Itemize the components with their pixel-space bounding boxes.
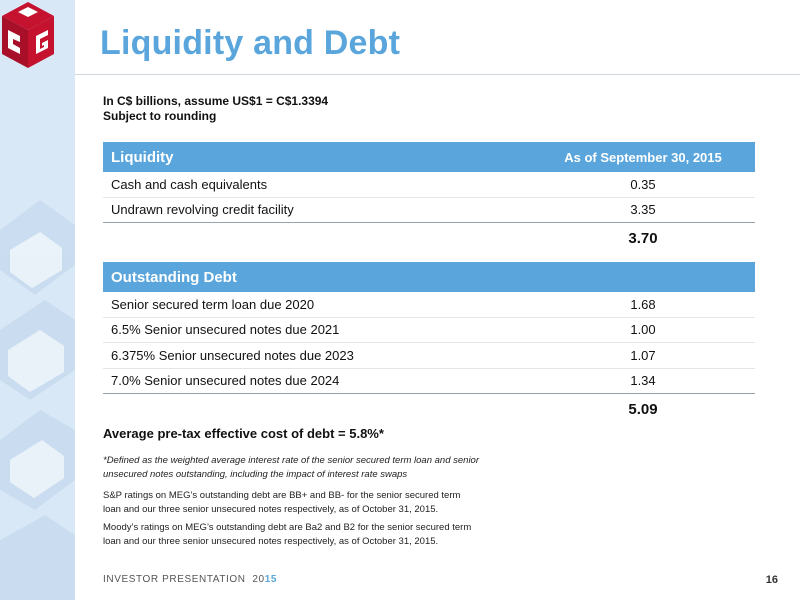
footer-label: INVESTOR PRESENTATION 2015 (103, 574, 277, 585)
debt-table: Outstanding Debt Senior secured term loa… (103, 262, 755, 424)
table-row: Undrawn revolving credit facility 3.35 (103, 198, 755, 223)
units-note: In C$ billions, assume US$1 = C$1.3394 S… (103, 94, 328, 124)
row-value: 1.00 (630, 322, 656, 338)
row-label: Cash and cash equivalents (111, 176, 268, 192)
liquidity-table: Liquidity As of September 30, 2015 Cash … (103, 142, 755, 253)
table-row: Cash and cash equivalents 0.35 (103, 172, 755, 198)
table-row: Senior secured term loan due 2020 1.68 (103, 292, 755, 318)
liquidity-header-label: Liquidity (111, 148, 174, 166)
footer-title: INVESTOR PRESENTATION (103, 574, 246, 585)
table-row: 6.375% Senior unsecured notes due 2023 1… (103, 343, 755, 369)
row-value: 1.34 (630, 373, 656, 389)
footnote-line: *Defined as the weighted average interes… (103, 455, 480, 466)
table-row: 7.0% Senior unsecured notes due 2024 1.3… (103, 369, 755, 394)
footnote-line: Moody’s ratings on MEG’s outstanding deb… (103, 522, 472, 533)
sp-ratings-note: S&P ratings on MEG’s outstanding debt ar… (103, 489, 523, 517)
row-value: 1.68 (630, 296, 656, 312)
debt-header-label: Outstanding Debt (111, 268, 237, 286)
meg-cube-logo-icon (2, 2, 54, 68)
row-label: 6.375% Senior unsecured notes due 2023 (111, 347, 354, 363)
liquidity-total-row: 3.70 (103, 223, 755, 253)
title-divider (75, 74, 800, 75)
currency-note: In C$ billions, assume US$1 = C$1.3394 (103, 94, 329, 108)
debt-total-row: 5.09 (103, 394, 755, 424)
row-label: Undrawn revolving credit facility (111, 202, 294, 218)
row-label: 6.5% Senior unsecured notes due 2021 (111, 322, 340, 338)
decorative-sidebar (0, 0, 75, 600)
footer-year-suffix: 15 (264, 574, 278, 585)
footnote-line: S&P ratings on MEG’s outstanding debt ar… (103, 490, 461, 501)
row-label: Senior secured term loan due 2020 (111, 296, 315, 312)
page-number: 16 (765, 574, 778, 586)
footnote-line: loan and our three senior unsecured note… (103, 504, 439, 515)
rounding-note: Subject to rounding (103, 109, 217, 123)
footnote-line: unsecured notes outstanding, including t… (103, 469, 408, 480)
liquidity-header: Liquidity As of September 30, 2015 (103, 142, 755, 172)
as-of-date: As of September 30, 2015 (564, 149, 722, 165)
footer-year-prefix: 20 (252, 574, 265, 585)
moodys-ratings-note: Moody’s ratings on MEG’s outstanding deb… (103, 521, 523, 549)
table-row: 6.5% Senior unsecured notes due 2021 1.0… (103, 318, 755, 343)
debt-header: Outstanding Debt (103, 262, 755, 292)
sidebar-pattern (0, 200, 75, 600)
definition-footnote: *Defined as the weighted average interes… (103, 454, 523, 482)
liquidity-total: 3.70 (628, 229, 658, 247)
page-title: Liquidity and Debt (100, 24, 401, 62)
footnote-line: loan and our three senior unsecured note… (103, 536, 439, 547)
row-value: 0.35 (630, 176, 656, 192)
row-value: 1.07 (630, 347, 656, 363)
row-value: 3.35 (630, 202, 656, 218)
average-cost-statement: Average pre-tax effective cost of debt =… (103, 426, 384, 441)
row-label: 7.0% Senior unsecured notes due 2024 (111, 373, 340, 389)
debt-total: 5.09 (628, 400, 658, 418)
